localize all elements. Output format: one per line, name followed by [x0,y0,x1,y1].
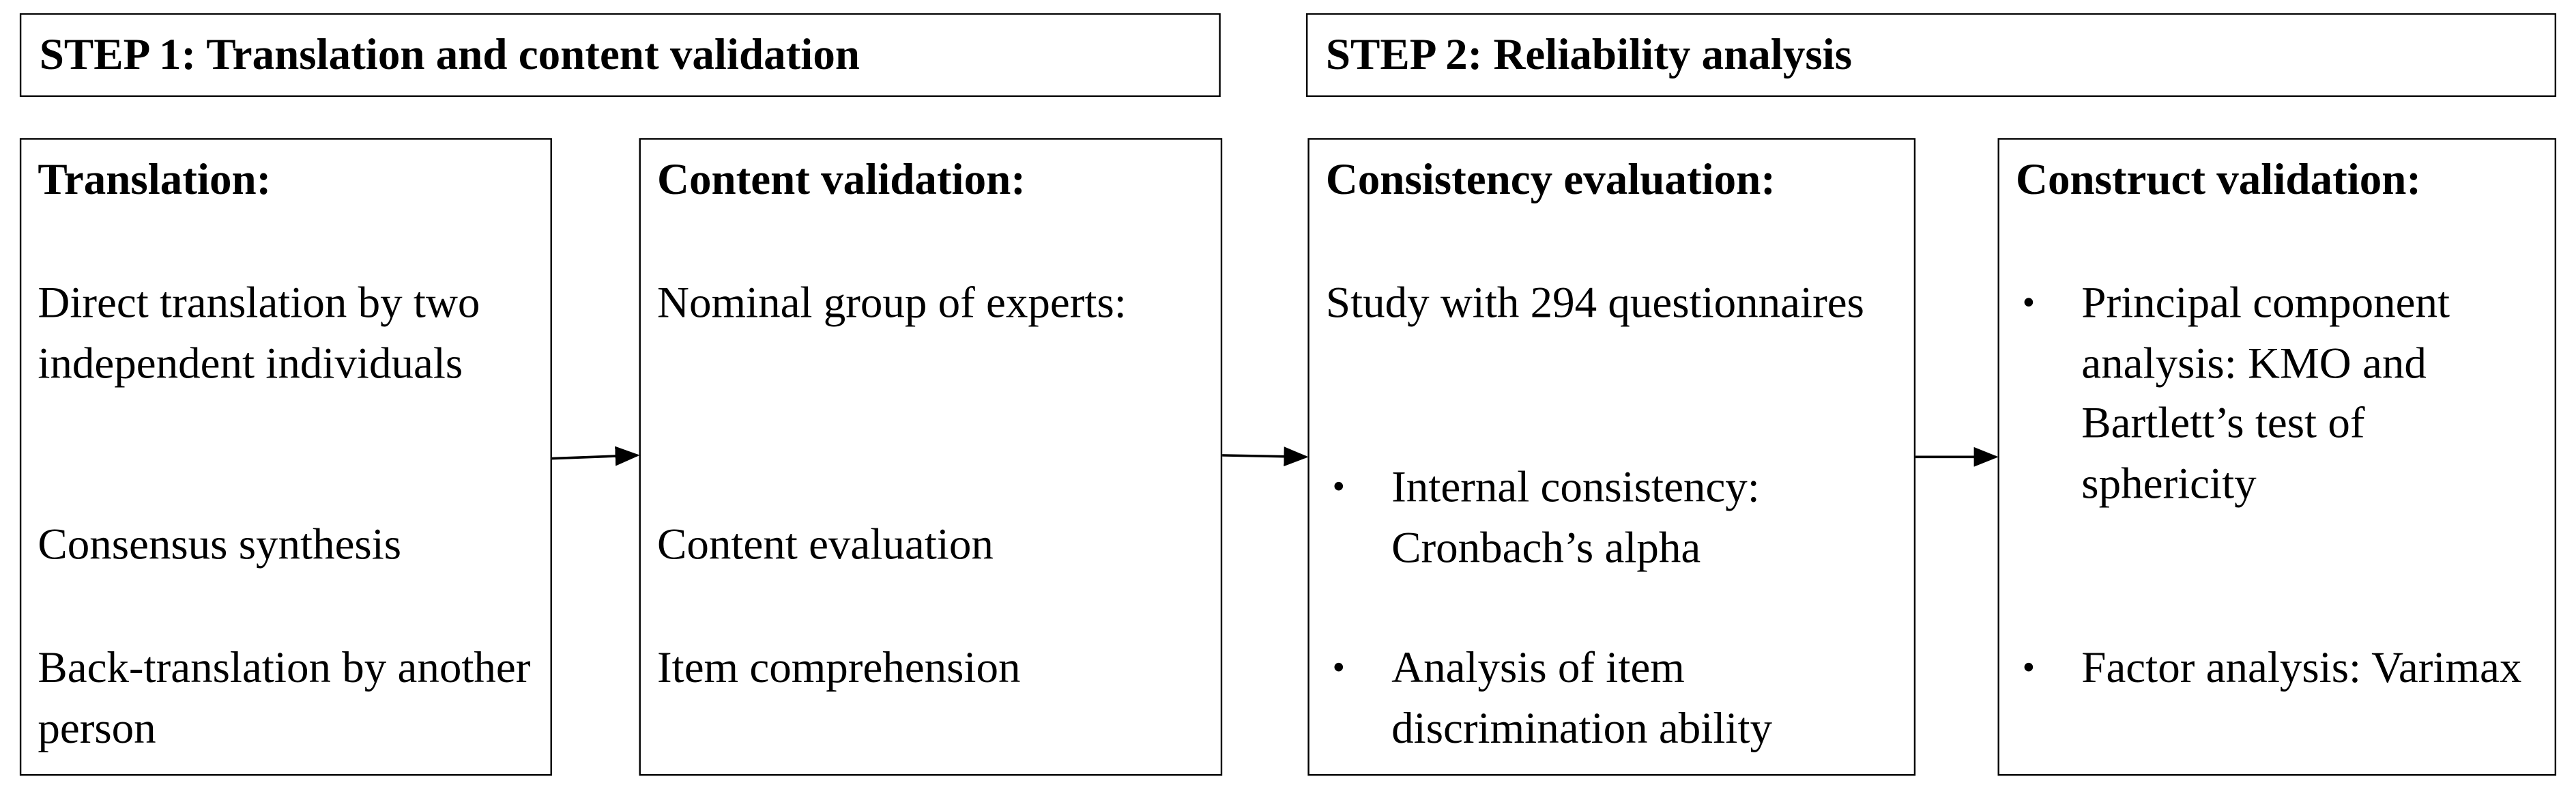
arrow [550,446,640,466]
item-text: Principal component analysis: KMO and Ba… [2081,277,2450,507]
item-text: Direct translation by two independent in… [38,277,480,387]
step-title: STEP 2: Reliability analysis [1325,29,1853,79]
box-heading: Content validation: [657,154,1026,204]
arrow [1220,446,1309,467]
box-heading: Construct validation: [2016,154,2422,204]
item-text: Content evaluation [657,519,994,569]
bullet: • [1332,465,1346,507]
step-box: Construct validation: • Principal componen… [1997,138,2557,776]
step-header: STEP 2: Reliability analysis [1305,13,2557,98]
item-text: Item comprehension [657,642,1021,692]
step-box: Translation: Direct translation by two in… [19,138,552,776]
step-title: STEP 1: Translation and content validati… [39,29,860,79]
item-text: Internal consistency: Cronbach’s alpha [1391,461,1760,571]
bullet: • [2022,281,2036,322]
item-text: Analysis of item discrimination ability [1391,642,1773,752]
box-heading: Translation: [38,154,272,204]
bullet: • [2022,646,2036,687]
box-heading: Consistency evaluation: [1325,154,1776,204]
bullet: • [1332,646,1346,687]
step-header: STEP 1: Translation and content validati… [19,13,1221,98]
item-text: Back-translation by another person [38,642,531,752]
item-text: Factor analysis: Varimax [2081,642,2522,692]
item-text: Nominal group of experts: [657,277,1127,328]
item-text: Study with 294 questionnaires [1325,277,1864,328]
step-box: Content validation: Nominal group of expe… [639,138,1223,776]
item-text: Consensus synthesis [38,519,402,569]
step-box: Consistency evaluation: Study with 294 qu… [1307,138,1916,776]
